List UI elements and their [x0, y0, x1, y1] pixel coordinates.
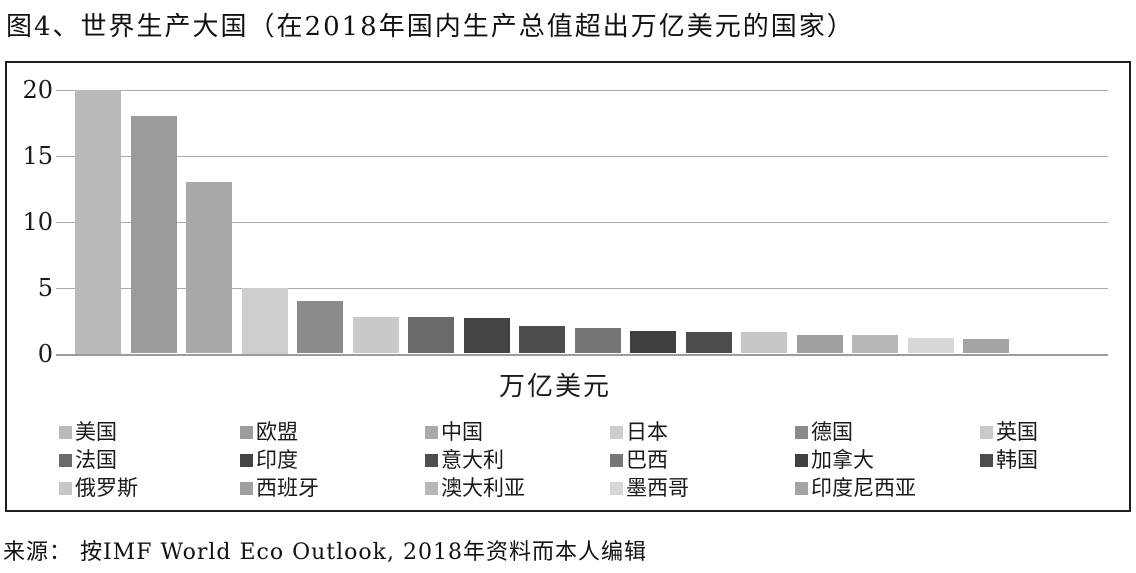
bar-spain — [796, 335, 843, 354]
bar-france — [408, 316, 454, 354]
bar-india — [463, 317, 510, 354]
bar-japan — [241, 287, 288, 354]
bar-brazil — [574, 328, 621, 354]
gridline-y-10 — [56, 221, 1108, 223]
bar-indonesia — [963, 338, 1009, 354]
y-tick-label-15: 15 — [22, 141, 53, 170]
x-axis-label: 万亿美元 — [498, 372, 611, 402]
y-tick-label-5: 5 — [37, 273, 53, 302]
bar-australia — [852, 335, 898, 354]
bar-south-korea — [685, 332, 732, 354]
bar-italy — [519, 325, 565, 354]
x-axis-baseline — [56, 353, 1108, 356]
bar-russia — [741, 332, 787, 354]
gridline-y-20 — [56, 89, 1108, 91]
figure-title: 图4、世界生产大国（在2018年国内生产总值超出万亿美元的国家） — [6, 12, 855, 42]
bar-usa — [75, 89, 121, 354]
bar-eu — [130, 115, 177, 354]
plot-area: 0 5 10 15 20 — [7, 63, 1129, 510]
bar-canada — [630, 331, 676, 354]
y-tick-label-20: 20 — [22, 75, 53, 104]
source-note: 来源： 按IMF World Eco Outlook, 2018年资料而本人编辑 — [3, 540, 647, 565]
bar-mexico — [907, 337, 954, 354]
bar-germany — [297, 300, 343, 354]
gridline-y-5 — [56, 287, 1108, 289]
bar-china — [186, 181, 232, 354]
gridline-y-15 — [56, 155, 1108, 157]
y-tick-label-10: 10 — [22, 207, 53, 236]
bar-uk — [352, 316, 399, 354]
y-tick-label-0: 0 — [37, 339, 53, 368]
chart-frame: 0 5 10 15 20 万亿美元 美国 欧盟 中国 日本 德国 英国 法国 印度 意大利 巴西 加拿大 韩国… — [5, 61, 1131, 512]
